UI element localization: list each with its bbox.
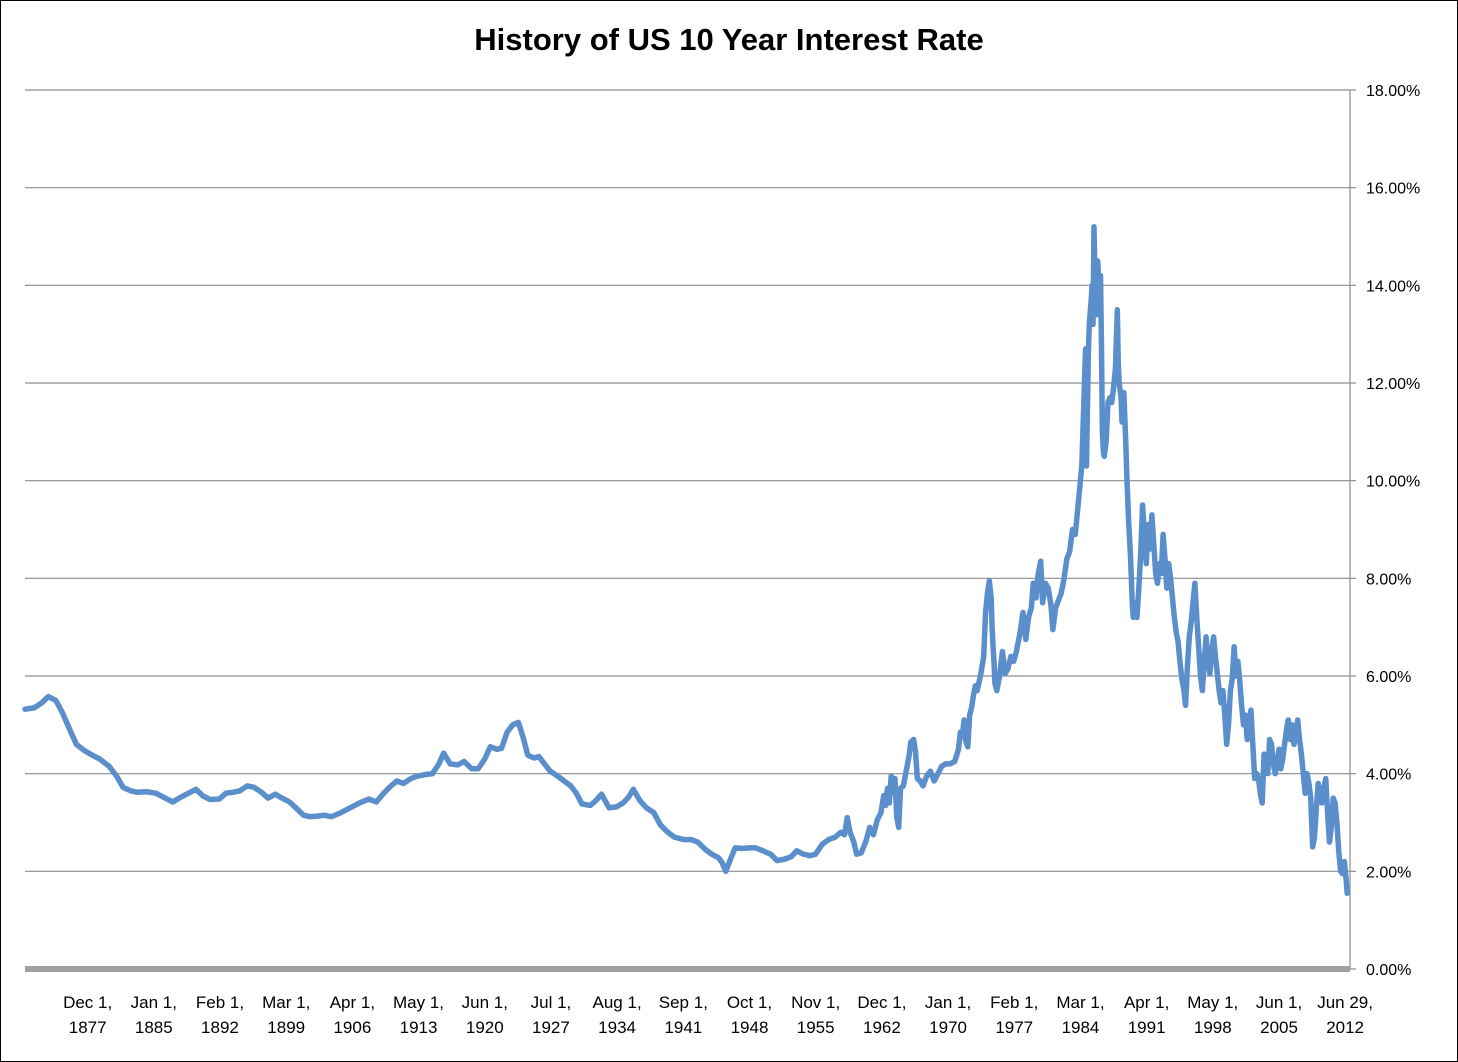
x-tick-label: Jan 1, 1885 — [131, 993, 177, 1037]
x-tick-label-line2: 1970 — [929, 1018, 967, 1037]
x-tick-label: Jun 1, 2005 — [1256, 993, 1302, 1037]
y-tick-label: 18.00% — [1366, 83, 1420, 100]
x-tick-label-line2: 1934 — [598, 1018, 636, 1037]
x-tick-label-line2: 1899 — [267, 1018, 305, 1037]
x-tick-label-line2: 1977 — [995, 1018, 1033, 1037]
y-tick-label: 8.00% — [1366, 571, 1411, 588]
y-tick-label: 6.00% — [1366, 669, 1411, 686]
x-tick-label-line2: 1998 — [1194, 1018, 1232, 1037]
x-tick-label-line1: Jan 1, — [925, 993, 971, 1012]
x-tick-label: Jan 1, 1970 — [925, 993, 971, 1037]
x-tick-label: Mar 1, 1984 — [1056, 993, 1104, 1037]
x-tick-label-line1: Feb 1, — [196, 993, 244, 1012]
y-tick-labels: 0.00% 2.00% 4.00% 6.00% 8.00% 10.00% 12.00% 14.… — [1366, 83, 1420, 979]
x-tick-label-line1: Jun 1, — [1256, 993, 1302, 1012]
y-tick-label: 16.00% — [1366, 181, 1420, 198]
y-tick-label: 12.00% — [1366, 376, 1420, 393]
x-tick-label: Feb 1, 1977 — [990, 993, 1038, 1037]
x-tick-label: Nov 1, 1955 — [791, 993, 840, 1037]
x-tick-label-line1: Mar 1, — [1056, 993, 1104, 1012]
x-tick-label: Jun 29, 2012 — [1317, 993, 1373, 1037]
x-tick-label-line1: Jan 1, — [131, 993, 177, 1012]
x-tick-label-line2: 1955 — [797, 1018, 835, 1037]
x-tick-label-line2: 2012 — [1326, 1018, 1364, 1037]
x-tick-label-line1: Jun 1, — [462, 993, 508, 1012]
x-tick-label-line2: 2005 — [1260, 1018, 1298, 1037]
x-tick-label-line2: 1906 — [333, 1018, 371, 1037]
x-tick-label-line1: Dec 1, — [857, 993, 906, 1012]
x-tick-label-line2: 1885 — [135, 1018, 173, 1037]
axes — [25, 89, 1356, 972]
x-tick-label-line2: 1962 — [863, 1018, 901, 1037]
x-tick-label-line1: Jul 1, — [531, 993, 572, 1012]
x-tick-label-line2: 1948 — [731, 1018, 769, 1037]
y-tick-label: 10.00% — [1366, 474, 1420, 491]
y-tick-label: 14.00% — [1366, 278, 1420, 295]
x-tick-label: May 1, 1913 — [393, 993, 444, 1037]
x-tick-label-line1: Sep 1, — [659, 993, 708, 1012]
x-tick-label-line1: Aug 1, — [593, 993, 642, 1012]
chart-title: History of US 10 Year Interest Rate — [474, 22, 984, 57]
x-tick-label: Sep 1, 1941 — [659, 993, 708, 1037]
x-tick-label-line2: 1941 — [664, 1018, 702, 1037]
gridlines — [25, 89, 1350, 872]
x-tick-label-line1: Apr 1, — [1124, 993, 1169, 1012]
x-tick-label: Apr 1, 1991 — [1124, 993, 1169, 1037]
x-tick-label-line1: Mar 1, — [262, 993, 310, 1012]
x-tick-label: Dec 1, 1962 — [857, 993, 906, 1037]
y-tick-label: 0.00% — [1366, 962, 1411, 979]
x-tick-label-line2: 1913 — [400, 1018, 438, 1037]
x-tick-label-line1: Oct 1, — [727, 993, 772, 1012]
x-tick-label-line2: 1892 — [201, 1018, 239, 1037]
y-tick-label: 2.00% — [1366, 864, 1411, 881]
x-tick-label: Dec 1, 1877 — [63, 993, 112, 1037]
x-tick-label-line1: Dec 1, — [63, 993, 112, 1012]
x-tick-label-line1: Jun 29, — [1317, 993, 1373, 1012]
x-tick-label: Apr 1, 1906 — [330, 993, 375, 1037]
x-tick-label-line1: Feb 1, — [990, 993, 1038, 1012]
x-tick-label-line1: Nov 1, — [791, 993, 840, 1012]
x-tick-label-line2: 1991 — [1128, 1018, 1166, 1037]
x-tick-label-line1: May 1, — [1187, 993, 1238, 1012]
x-tick-label-line2: 1920 — [466, 1018, 504, 1037]
x-tick-label: Oct 1, 1948 — [727, 993, 772, 1037]
x-tick-label-line1: Apr 1, — [330, 993, 375, 1012]
x-tick-labels: Dec 1, 1877 Jan 1, 1885 Feb 1, 1892 Mar 1, 1899… — [63, 993, 1373, 1037]
x-tick-label: Jul 1, 1927 — [531, 993, 572, 1037]
x-tick-label-line2: 1927 — [532, 1018, 570, 1037]
x-tick-label-line2: 1877 — [69, 1018, 107, 1037]
x-tick-label-line2: 1984 — [1062, 1018, 1100, 1037]
x-tick-label: May 1, 1998 — [1187, 993, 1238, 1037]
x-tick-label: Aug 1, 1934 — [593, 993, 642, 1037]
series-line-0 — [22, 223, 1350, 897]
x-tick-label: Jun 1, 1920 — [462, 993, 508, 1037]
x-tick-label: Mar 1, 1899 — [262, 993, 310, 1037]
x-tick-label: Feb 1, 1892 — [196, 993, 244, 1037]
y-tick-label: 4.00% — [1366, 767, 1411, 784]
series-layer — [22, 223, 1350, 897]
x-tick-label-line1: May 1, — [393, 993, 444, 1012]
